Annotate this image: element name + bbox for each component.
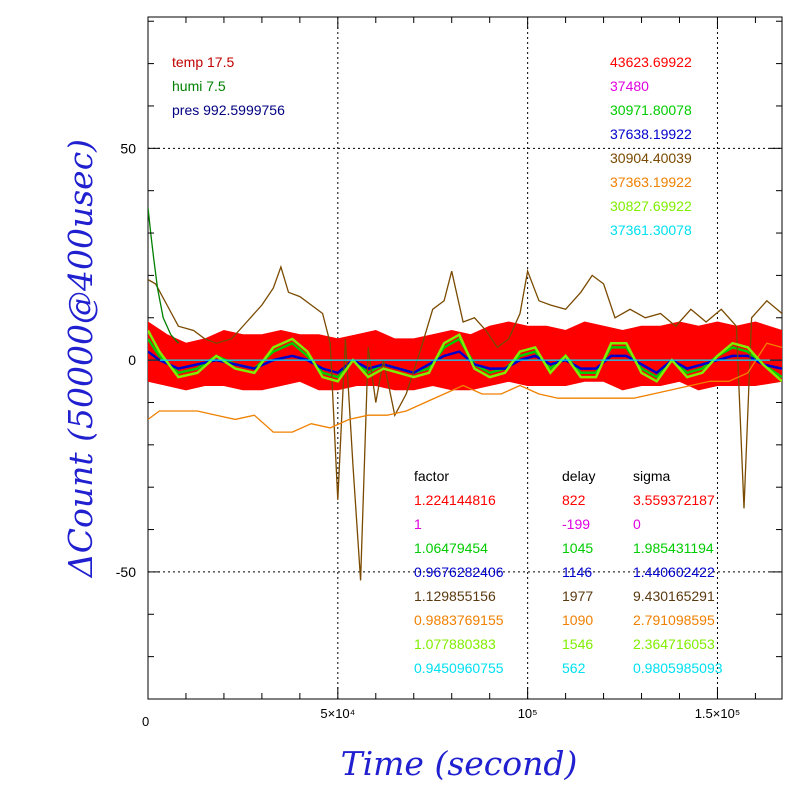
table-cell: 0.9676282406 xyxy=(414,564,504,580)
mean-value: 30971.80078 xyxy=(610,102,692,118)
table-cell: 1146 xyxy=(562,564,592,580)
table-cell: 1090 xyxy=(562,612,593,628)
series-line-5 xyxy=(148,342,782,433)
conditions-legend: temp 17.5 humi 7.5 pres 992.5999756 xyxy=(172,54,285,118)
table-cell: 562 xyxy=(562,660,586,676)
mean-value: 37361.30078 xyxy=(610,222,692,238)
mean-value: 43623.69922 xyxy=(610,54,692,70)
table-cell: 1977 xyxy=(562,588,593,604)
table-cell: 1.129855156 xyxy=(414,588,496,604)
table-cell: 3.559372187 xyxy=(633,492,715,508)
table-cell: 0 xyxy=(633,516,641,532)
table-header: sigma xyxy=(633,468,671,484)
table-cell: 1.077880383 xyxy=(414,636,496,652)
x-tick-label: 5×10⁴ xyxy=(320,706,355,721)
tick-labels: 0 5×10⁴ 10⁵ 1.5×10⁵ 50 0 -50 xyxy=(116,140,740,729)
mean-value: 30827.69922 xyxy=(610,198,692,214)
mean-value: 37480 xyxy=(610,78,649,94)
table-header: factor xyxy=(414,468,449,484)
y-tick-label: 50 xyxy=(120,140,136,156)
x-tick-label: 1.5×10⁵ xyxy=(695,706,741,721)
table-cell: 1.06479454 xyxy=(414,540,488,556)
y-axis-title: ΔCount (50000@400usec) xyxy=(61,139,100,579)
table-cell: 0.9883769155 xyxy=(414,612,504,628)
condition-label: humi 7.5 xyxy=(172,78,226,94)
x-tick-label: 0 xyxy=(142,714,149,729)
means-legend: 43623.69922 37480 30971.80078 37638.19922 30… xyxy=(610,54,692,238)
table-cell: 1546 xyxy=(562,636,593,652)
table-cell: 1.985431194 xyxy=(633,540,714,556)
condition-label: temp 17.5 xyxy=(172,54,234,70)
series-line-4 xyxy=(148,264,782,581)
table-cell: 1 xyxy=(414,516,422,532)
y-tick-label: -50 xyxy=(116,564,136,580)
series-line-6 xyxy=(148,329,782,383)
table-cell: 1045 xyxy=(562,540,593,556)
table-header: delay xyxy=(562,468,595,484)
table-cell: 0.9805985093 xyxy=(633,660,723,676)
mean-value: 37638.19922 xyxy=(610,126,692,142)
table-cell: 1.440602422 xyxy=(633,564,715,580)
condition-label: pres 992.5999756 xyxy=(172,102,285,118)
fit-table: factor delay sigma 1.224144816 822 3.55937218… xyxy=(414,468,723,676)
table-cell: 822 xyxy=(562,492,586,508)
x-tick-label: 10⁵ xyxy=(518,706,538,721)
mean-value: 30904.40039 xyxy=(610,150,692,166)
x-axis-title: Time (second) xyxy=(341,744,578,783)
table-cell: 2.364716053 xyxy=(633,636,715,652)
mean-value: 37363.19922 xyxy=(610,174,692,190)
series-line-3 xyxy=(148,350,782,375)
ticks xyxy=(147,17,782,700)
table-cell: 2.791098595 xyxy=(633,612,715,628)
table-cell: -199 xyxy=(562,516,590,532)
table-cell: 1.224144816 xyxy=(414,492,496,508)
series-layer xyxy=(148,207,782,581)
y-tick-label: 0 xyxy=(128,352,136,368)
table-cell: 0.9450960755 xyxy=(414,660,504,676)
table-cell: 9.430165291 xyxy=(633,588,715,604)
